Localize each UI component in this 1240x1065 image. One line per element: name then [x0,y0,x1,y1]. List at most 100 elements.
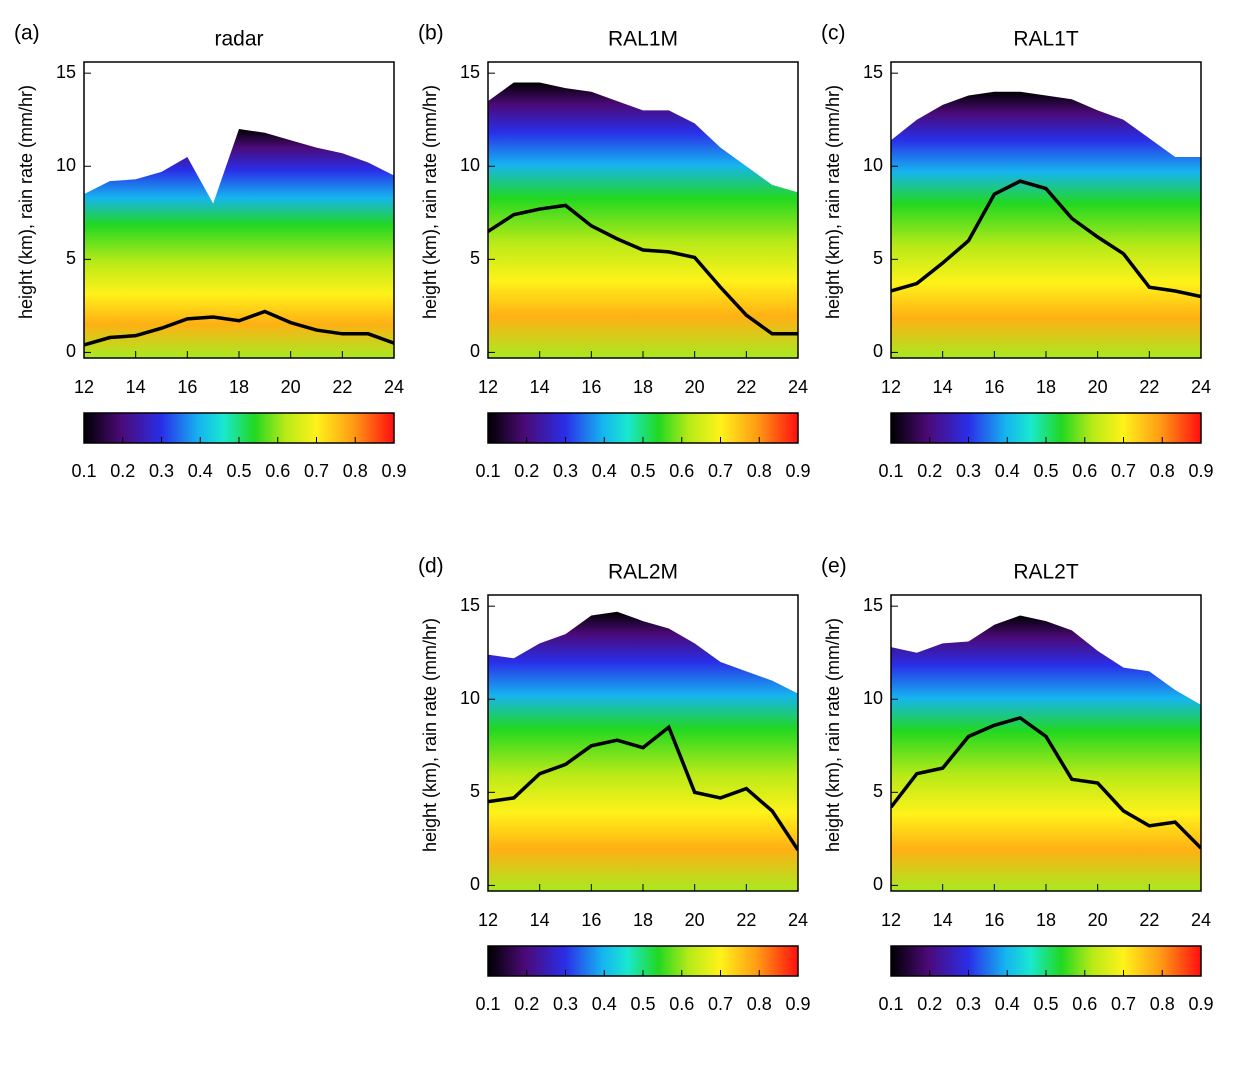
colorbar-tick-label: 0.4 [592,461,617,481]
rain-rate-line [891,179,1201,299]
y-tick-label: 10 [56,155,76,175]
colorbar-tick-label: 0.1 [475,994,500,1014]
x-tick-label: 20 [1088,377,1108,397]
colorbar-tick-label: 0.5 [1033,461,1058,481]
panel-label: (e) [821,555,847,578]
x-tick-label: 18 [229,377,249,397]
colorbar-tick-label: 0.7 [1111,994,1136,1014]
x-tick-label: 12 [881,377,901,397]
echo-field [891,91,1201,358]
colorbar-tick-label: 0.1 [475,461,500,481]
colorbar-tick-label: 0.6 [669,461,694,481]
panel: 0 5 10 15 12 14 16 18 20 22 24 (c) RAL1T height (km),… [821,22,1214,481]
y-tick-label: 0 [873,341,883,361]
x-tick-label: 16 [581,910,601,930]
x-tick-label: 14 [530,377,550,397]
colorbar-tick-label: 0.7 [708,994,733,1014]
panel-title: RAL2T [1013,561,1079,584]
colorbar-tick-label: 0.2 [917,461,942,481]
panel-title: RAL2M [608,561,678,584]
x-tick-label: 16 [581,377,601,397]
colorbar-tick-label: 0.2 [917,994,942,1014]
y-tick-label: 0 [873,874,883,894]
x-tick-label: 24 [788,377,808,397]
colorbar-tick-label: 0.6 [669,994,694,1014]
colorbar-tick-label: 0.7 [1111,461,1136,481]
colorbar-tick-label: 0.3 [149,461,174,481]
panel: 0 5 10 15 12 14 16 18 20 22 24 (d) RAL2M height (km),… [418,555,811,1014]
x-tick-label: 16 [177,377,197,397]
echo-field [488,82,798,358]
colorbar-tick-label: 0.3 [956,994,981,1014]
y-tick-label: 0 [66,341,76,361]
colorbar-tick-label: 0.6 [1072,461,1097,481]
colorbar-tick-label: 0.4 [592,994,617,1014]
y-tick-label: 10 [863,688,883,708]
colorbar-tick-label: 0.5 [630,461,655,481]
x-tick-label: 12 [881,910,901,930]
y-tick-label: 5 [66,248,76,268]
colorbar-tick-label: 0.9 [1188,994,1213,1014]
panel-title: radar [214,28,263,51]
colorbar-tick-label: 0.7 [304,461,329,481]
y-axis-label: height (km), rain rate (mm/hr) [16,85,36,319]
y-tick-label: 15 [460,595,480,615]
x-tick-label: 18 [633,377,653,397]
x-tick-label: 20 [281,377,301,397]
colorbar-tick-label: 0.9 [785,994,810,1014]
y-tick-label: 10 [460,688,480,708]
rain-rate-line [84,309,394,347]
y-tick-label: 15 [863,62,883,82]
x-tick-label: 24 [788,910,808,930]
x-tick-label: 20 [1088,910,1108,930]
colorbar-tick-label: 0.4 [995,994,1020,1014]
panel-label: (b) [418,22,444,45]
x-tick-label: 22 [736,910,756,930]
colorbar-tick-label: 0.2 [110,461,135,481]
y-axis-label: height (km), rain rate (mm/hr) [420,85,440,319]
y-axis-label: height (km), rain rate (mm/hr) [823,618,843,852]
x-tick-label: 16 [984,910,1004,930]
x-tick-label: 14 [530,910,550,930]
colorbar-tick-label: 0.1 [878,461,903,481]
y-tick-label: 0 [470,341,480,361]
x-tick-label: 22 [1139,377,1159,397]
colorbar-tick-label: 0.9 [785,461,810,481]
y-axis-label: height (km), rain rate (mm/hr) [823,85,843,319]
x-tick-label: 16 [984,377,1004,397]
y-tick-label: 5 [470,248,480,268]
colorbar-tick-label: 0.3 [553,994,578,1014]
colorbar-tick-label: 0.5 [630,994,655,1014]
colorbar-tick-label: 0.5 [226,461,251,481]
rain-rate-line [891,715,1201,850]
echo-field [84,129,394,358]
colorbar-tick-label: 0.8 [747,461,772,481]
x-tick-label: 24 [1191,910,1211,930]
panel-label: (a) [14,22,40,45]
x-tick-label: 20 [685,910,705,930]
y-tick-label: 0 [470,874,480,894]
y-tick-label: 15 [863,595,883,615]
panel: 0 5 10 15 12 14 16 18 20 22 24 (b) RAL1M height (km),… [418,22,811,481]
colorbar-tick-label: 0.3 [553,461,578,481]
y-axis-label: height (km), rain rate (mm/hr) [420,618,440,852]
colorbar-tick-label: 0.9 [381,461,406,481]
panel-label: (c) [821,22,846,45]
colorbar-tick-label: 0.4 [995,461,1020,481]
x-tick-label: 14 [126,377,146,397]
panel: 0 5 10 15 12 14 16 18 20 22 24 (e) RAL2T height (km),… [821,555,1214,1014]
rain-rate-line [488,724,798,852]
x-tick-label: 12 [74,377,94,397]
x-tick-label: 24 [384,377,404,397]
panel: 0 5 10 15 12 14 16 18 20 22 24 (a) radar height (km),… [14,22,407,481]
panel-title: RAL1T [1013,28,1079,51]
echo-field [891,615,1201,891]
colorbar-tick-label: 0.8 [1150,461,1175,481]
x-tick-label: 22 [736,377,756,397]
x-tick-label: 22 [1139,910,1159,930]
x-tick-label: 24 [1191,377,1211,397]
colorbar-tick-label: 0.7 [708,461,733,481]
colorbar-tick-label: 0.1 [71,461,96,481]
x-tick-label: 12 [478,910,498,930]
